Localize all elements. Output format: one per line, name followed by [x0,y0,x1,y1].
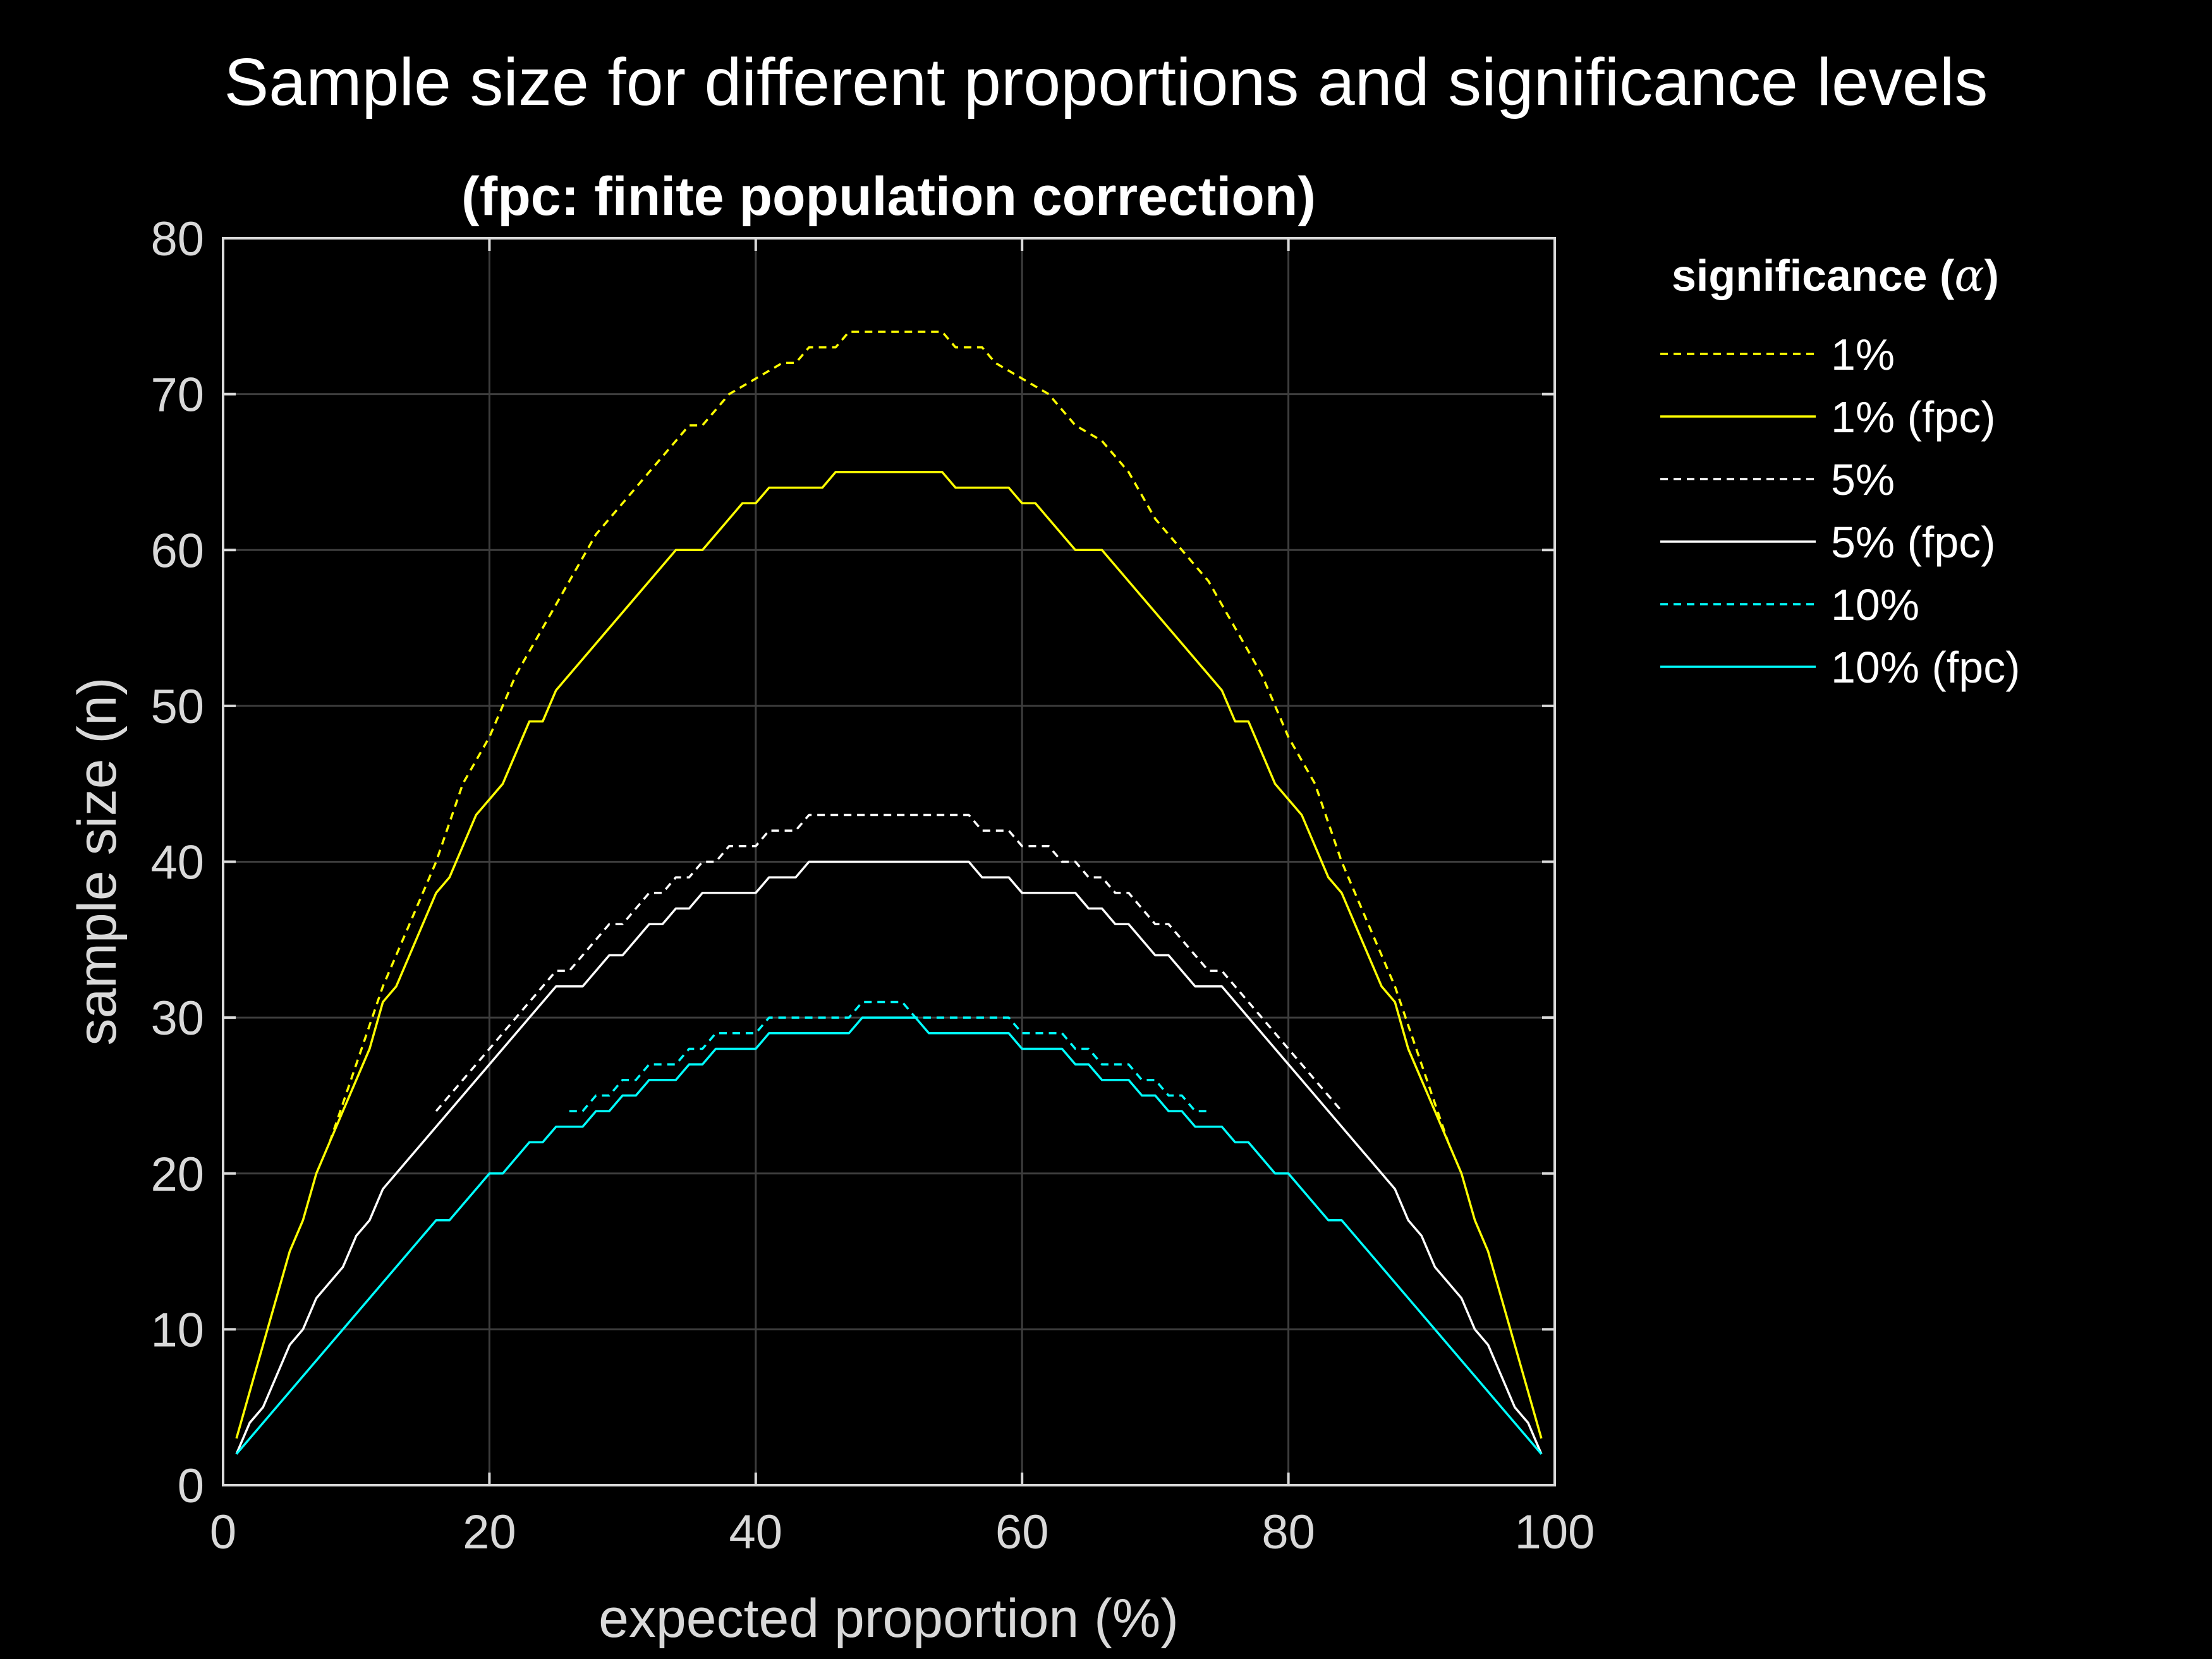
x-tick-label: 60 [995,1505,1049,1559]
legend: 1% 1% (fpc) 5% 5% (fpc) 10% 10% (fpc) [1660,330,2021,692]
series-line [569,1000,1209,1112]
y-tick-label: 80 [150,212,204,266]
legend-label: 5% (fpc) [1831,518,1996,567]
y-tick-label: 70 [150,368,204,422]
series-line [235,471,1543,1439]
y-tick-label: 20 [150,1148,204,1201]
x-axis-label: expected proportion (%) [599,1588,1179,1649]
y-tick-label: 10 [150,1303,204,1357]
legend-title-suffix: ) [1984,251,1999,300]
x-tick-label: 100 [1515,1505,1595,1559]
legend-title: significance (α) [1672,250,1999,301]
legend-label: 10% (fpc) [1831,643,2021,692]
y-tick-label: 30 [150,992,204,1045]
x-tick-label: 40 [729,1505,783,1559]
y-tick-label: 50 [150,680,204,734]
y-axis-label: sample size (n) [67,677,128,1045]
legend-label: 1% [1831,330,1895,379]
series-line [235,1016,1543,1455]
x-tick-label: 20 [463,1505,516,1559]
x-tick-label: 0 [210,1505,236,1559]
series-line [328,331,1450,1143]
chart-title: (fpc: finite population correction) [461,166,1316,227]
series-lines [235,331,1543,1455]
legend-title-alpha: α [1954,250,1984,301]
legend-title-prefix: significance ( [1672,251,1955,300]
series-line [235,860,1543,1455]
figure-title: Sample size for different proportions an… [224,45,1988,119]
legend-label: 1% (fpc) [1831,392,1996,442]
legend-label: 5% [1831,455,1895,504]
y-tick-label: 60 [150,524,204,578]
series-line [435,813,1343,1112]
y-tick-label: 0 [178,1459,204,1513]
legend-label: 10% [1831,580,1919,629]
y-tick-label: 40 [150,836,204,890]
x-tick-label: 80 [1261,1505,1315,1559]
ticks: 0 20 40 60 80 100 0 10 20 30 40 50 60 70 80 [150,212,1595,1559]
